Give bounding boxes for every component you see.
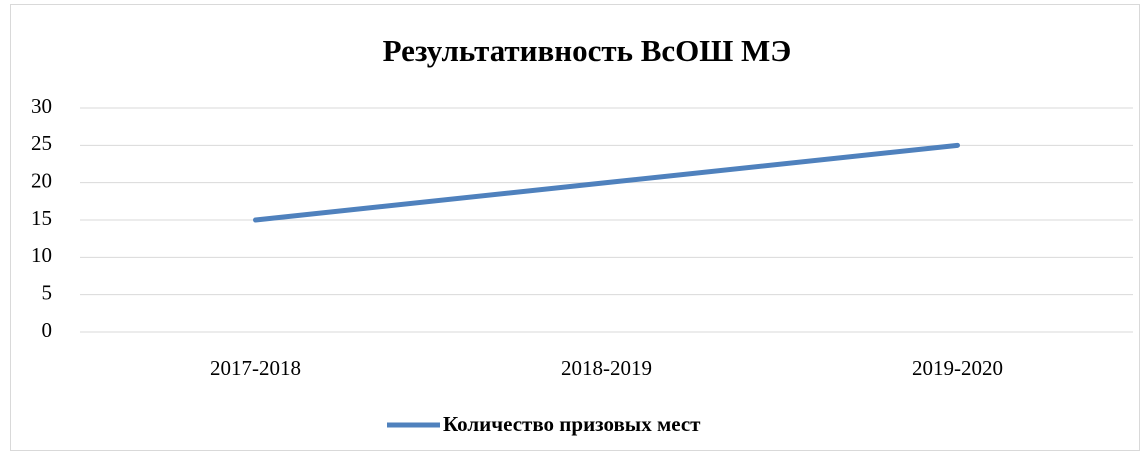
- y-tick-label: 10: [31, 243, 52, 267]
- y-tick-label: 20: [31, 168, 52, 192]
- y-tick-label: 25: [31, 131, 52, 155]
- y-tick-label: 0: [42, 318, 53, 342]
- line-series: [253, 142, 960, 223]
- x-tick-label: 2019-2020: [912, 356, 1003, 380]
- y-tick-label: 15: [31, 206, 52, 230]
- chart-border: [10, 4, 1140, 451]
- y-tick-label: 30: [31, 94, 52, 118]
- x-tick-label: 2017-2018: [210, 356, 301, 380]
- x-tick-label: 2018-2019: [561, 356, 652, 380]
- chart-title: Результативность ВсОШ МЭ: [383, 33, 792, 68]
- y-tick-label: 5: [42, 280, 53, 304]
- legend-label: Количество призовых мест: [443, 412, 701, 436]
